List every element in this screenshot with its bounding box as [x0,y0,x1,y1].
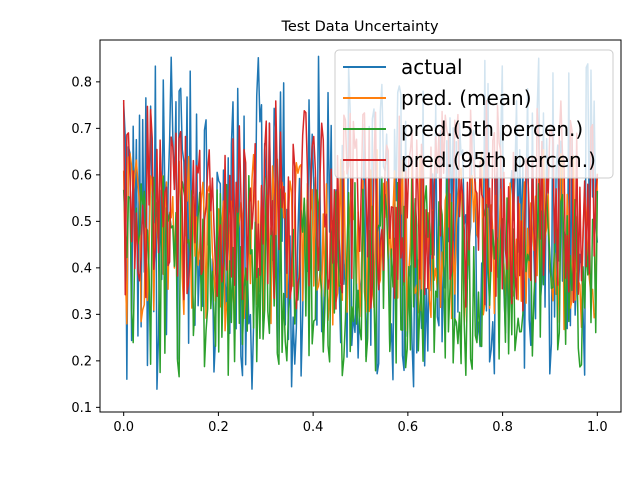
legend-label: pred.(95th percen.) [401,148,596,172]
y-tick-label: 0.3 [71,308,92,323]
x-tick-label: 0.8 [492,420,513,435]
legend-box [334,49,614,179]
legend-label: pred. (mean) [401,86,532,110]
x-tick-label: 0.0 [113,420,134,435]
y-tick-label: 0.6 [71,168,92,183]
x-tick-label: 0.4 [303,420,324,435]
x-tick-label: 0.6 [398,420,419,435]
y-tick-label: 0.4 [71,261,92,276]
x-axis: 0.0 0.2 0.4 0.6 0.8 1.0 [113,412,608,435]
plot-frame [99,39,622,413]
x-tick-label: 1.0 [587,420,608,435]
series-line-pred-95th-percen- [122,100,599,312]
legend-label: actual [401,55,463,79]
y-tick-label: 0.1 [71,401,92,416]
series-layer [122,55,599,390]
x-tick-label: 0.2 [208,420,229,435]
legend: actual pred. (mean) pred.(5th percen.) pred… [334,49,614,179]
y-tick-label: 0.2 [71,354,92,369]
y-tick-label: 0.8 [71,75,92,90]
y-tick-label: 0.5 [71,215,92,230]
y-tick-label: 0.7 [71,122,92,137]
series-line-pred-5th-percen- [122,175,599,378]
series-line-pred-mean- [122,149,599,332]
chart-title: Test Data Uncertainty [280,19,439,35]
y-axis: 0.1 0.2 0.3 0.4 0.5 0.6 0.7 0.8 [71,75,100,416]
legend-label: pred.(5th percen.) [401,117,583,141]
